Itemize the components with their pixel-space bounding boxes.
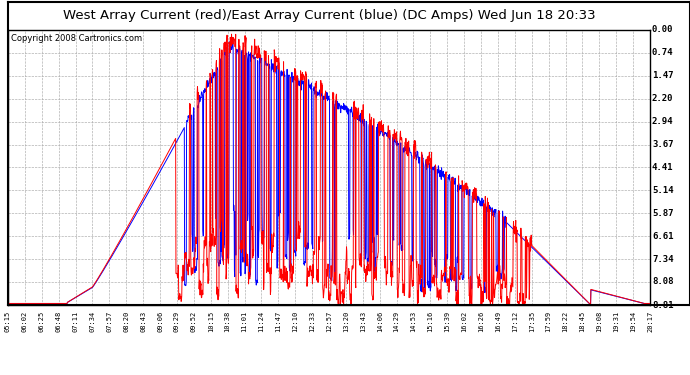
Text: 0.00: 0.00: [652, 26, 673, 34]
Text: Copyright 2008 Cartronics.com: Copyright 2008 Cartronics.com: [11, 34, 142, 43]
Text: West Array Current (red)/East Array Current (blue) (DC Amps) Wed Jun 18 20:33: West Array Current (red)/East Array Curr…: [63, 9, 595, 22]
Text: 4.41: 4.41: [652, 163, 673, 172]
Text: 5.87: 5.87: [652, 209, 673, 218]
Text: 8.08: 8.08: [652, 278, 673, 286]
Text: 2.20: 2.20: [652, 94, 673, 103]
Text: 2.94: 2.94: [652, 117, 673, 126]
Text: 8.81: 8.81: [652, 300, 673, 309]
Text: 0.74: 0.74: [652, 48, 673, 57]
Text: 5.14: 5.14: [652, 186, 673, 195]
Text: 6.61: 6.61: [652, 232, 673, 241]
Text: 3.67: 3.67: [652, 140, 673, 149]
Text: 1.47: 1.47: [652, 71, 673, 80]
Text: 7.34: 7.34: [652, 255, 673, 264]
